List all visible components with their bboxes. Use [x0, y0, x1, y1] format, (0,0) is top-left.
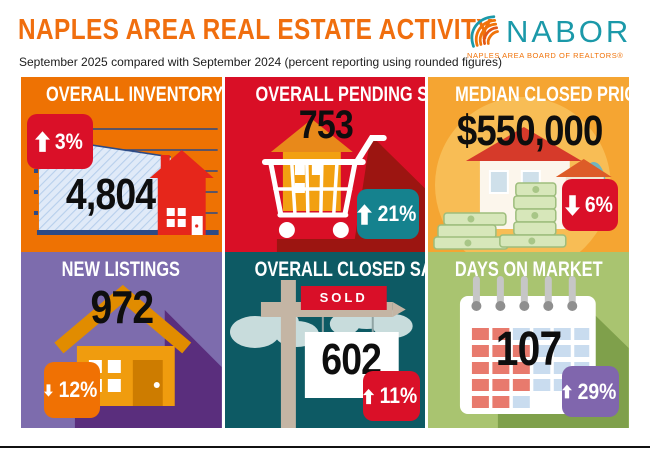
- panel-title: OVERALL CLOSED SALES: [254, 258, 425, 281]
- sold-sign-label: SOLD: [319, 290, 368, 305]
- page-title: NAPLES AREA REAL ESTATE ACTIVITY: [18, 14, 493, 46]
- stat-value: 753: [298, 103, 354, 147]
- down-arrow-icon: [44, 383, 53, 397]
- red-house-icon: [149, 150, 214, 235]
- stats-grid: OVERALL INVENTORY 4,804 3%: [21, 77, 629, 428]
- panel-days-on-market: DAYS ON MARKET 107 29%: [428, 252, 629, 428]
- change-badge: 21%: [356, 189, 419, 239]
- money-stacks-icon: [433, 182, 567, 250]
- panel-overall-closed-sales: OVERALL CLOSED SALES SOLD 602 11%: [224, 252, 426, 428]
- calendar-days: [472, 328, 590, 408]
- up-arrow-icon: [362, 388, 374, 404]
- panel-overall-pending-sales: OVERALL PENDING SALES 753 21%: [224, 77, 426, 252]
- panel-median-closed-price: MEDIAN CLOSED PRICE $550,000 6%: [428, 77, 629, 252]
- sold-yard-sign-icon: [229, 280, 413, 428]
- calendar-icon: [460, 276, 629, 428]
- nabor-shell-icon: [470, 15, 499, 48]
- sold-plate: [300, 286, 387, 310]
- logo-tagline: NAPLES AREA BOARD OF REALTORS®: [467, 51, 624, 60]
- stat-value: $550,000: [456, 107, 603, 155]
- up-arrow-icon: [356, 203, 372, 225]
- change-badge: 29%: [562, 366, 620, 417]
- change-badge: 3%: [27, 114, 93, 169]
- bottom-border: [0, 446, 650, 448]
- panel-title: DAYS ON MARKET: [454, 258, 603, 281]
- change-badge: 12%: [44, 362, 100, 418]
- stat-value: 4,804: [66, 170, 156, 219]
- panel-title: NEW LISTINGS: [62, 258, 181, 281]
- panel-title: OVERALL PENDING SALES: [255, 83, 425, 106]
- change-badge: 11%: [362, 371, 420, 421]
- stat-value: 107: [495, 323, 562, 376]
- panel-overall-inventory: OVERALL INVENTORY 4,804 3%: [21, 77, 222, 252]
- panel-title: OVERALL INVENTORY: [45, 83, 222, 106]
- cart-outline: [261, 135, 387, 218]
- binder-rings: [471, 276, 578, 311]
- panel-new-listings: NEW LISTINGS 972 12%: [21, 252, 222, 428]
- change-badge: 6%: [562, 179, 619, 231]
- up-arrow-icon: [562, 384, 573, 399]
- page-subtitle: September 2025 compared with September 2…: [19, 55, 502, 69]
- up-arrow-icon: [35, 131, 51, 152]
- stat-value: 972: [90, 281, 155, 333]
- panel-title: MEDIAN CLOSED PRICE: [455, 83, 629, 106]
- logo-name: NABOR: [506, 14, 632, 49]
- down-arrow-icon: [565, 194, 581, 216]
- nabor-logo: NABOR NAPLES AREA BOARD OF REALTORS®: [467, 13, 635, 60]
